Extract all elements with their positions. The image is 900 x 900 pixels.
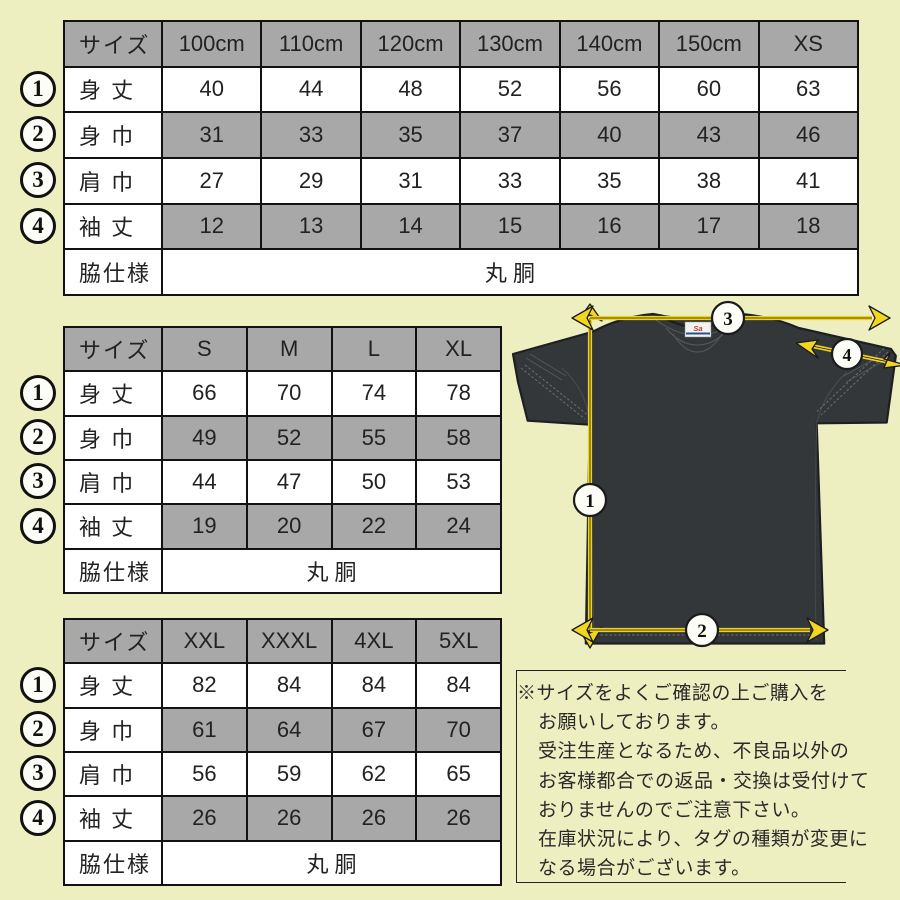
svg-text:2: 2 bbox=[697, 621, 707, 642]
svg-text:1: 1 bbox=[585, 491, 595, 512]
svg-text:3: 3 bbox=[723, 309, 733, 330]
svg-text:4: 4 bbox=[843, 345, 852, 365]
svg-text:Sa: Sa bbox=[693, 324, 702, 333]
